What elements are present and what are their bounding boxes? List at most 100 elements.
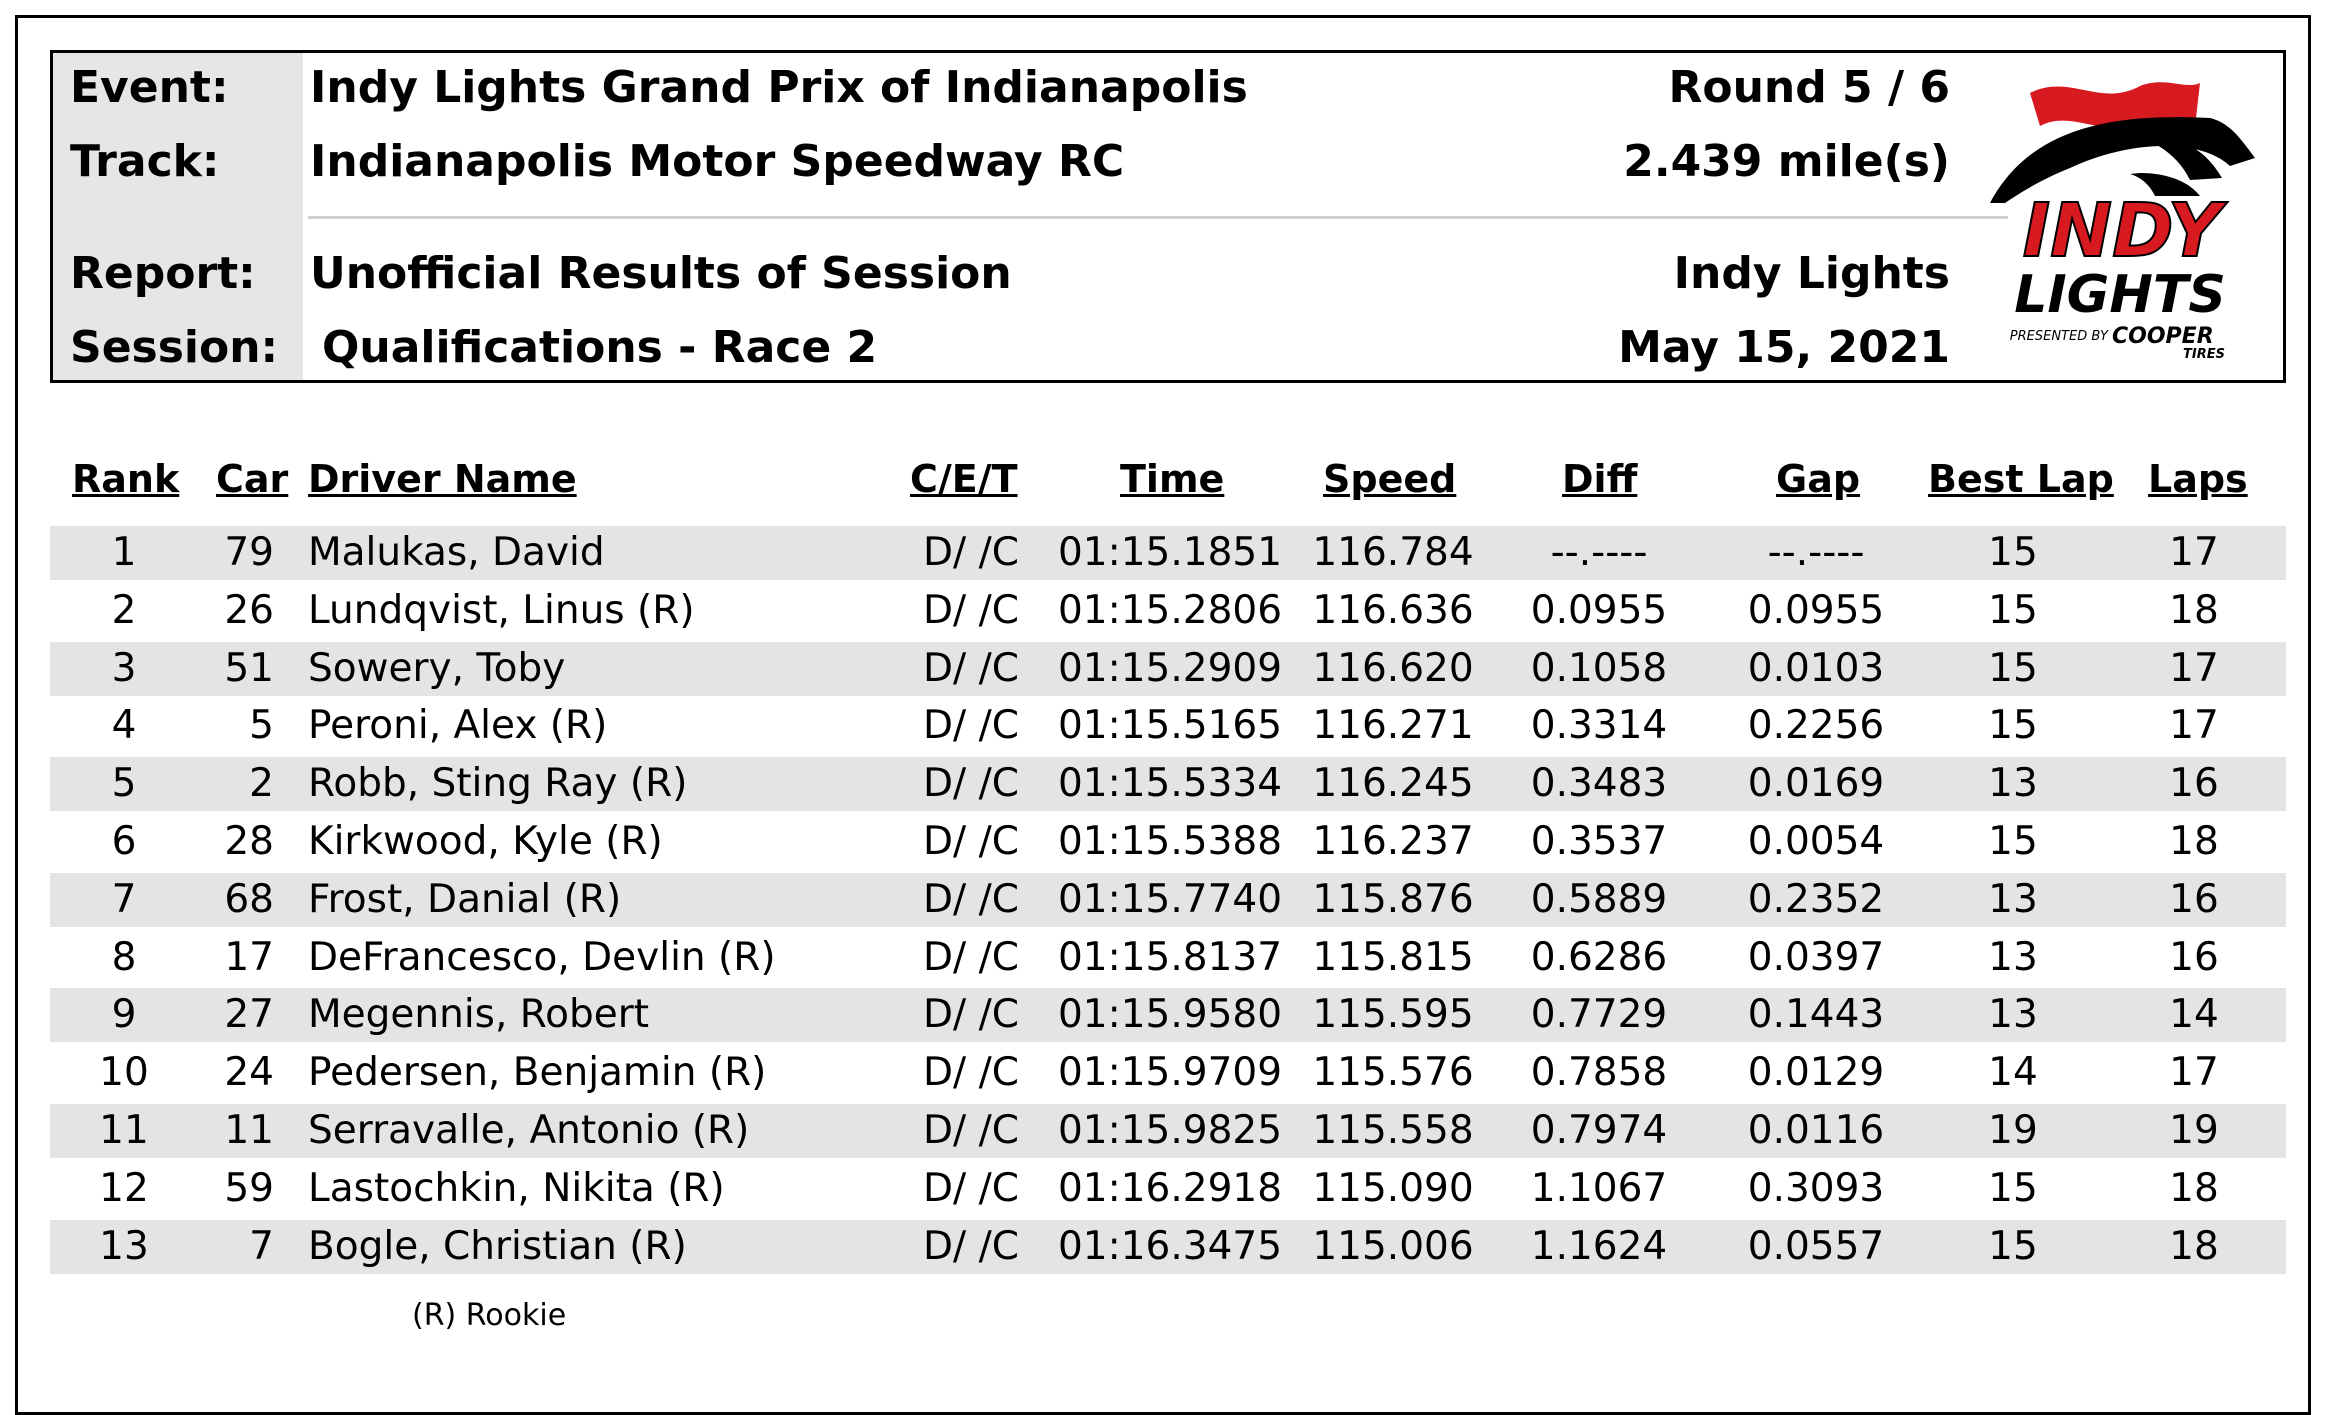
- cell-rank: 3: [111, 646, 137, 691]
- cell-speed: 116.237: [1312, 819, 1474, 864]
- cell-car: 27: [224, 992, 274, 1037]
- cell-time: 01:15.2806: [1057, 588, 1283, 633]
- cell-rank: 5: [111, 761, 137, 806]
- table-row: 3 51 Sowery, Toby D/ /C 01:15.2909 116.620 0.1…: [50, 642, 2286, 696]
- cell-car: 24: [224, 1050, 274, 1095]
- cell-rank: 10: [99, 1050, 149, 1095]
- logo-presented-text: PRESENTED BY: [2010, 329, 2109, 344]
- track-label: Track:: [70, 136, 220, 187]
- flag-icon: [1990, 82, 2255, 203]
- cell-laps: 17: [2169, 530, 2219, 575]
- cell-time: 01:15.9709: [1057, 1050, 1283, 1095]
- cell-laps: 16: [2169, 935, 2219, 980]
- cell-car: 79: [224, 530, 274, 575]
- cell-gap: 0.1443: [1747, 992, 1885, 1037]
- cell-driver: Robb, Sting Ray (R): [308, 761, 688, 806]
- rookie-footnote: (R) Rookie: [412, 1298, 567, 1333]
- cell-bestlap: 13: [1988, 992, 2038, 1037]
- cell-laps: 16: [2169, 877, 2219, 922]
- header-divider: [308, 216, 2008, 219]
- cell-rank: 1: [111, 530, 137, 575]
- cell-car: 68: [224, 877, 274, 922]
- cell-time: 01:15.9580: [1057, 992, 1283, 1037]
- header-label-column: [53, 53, 303, 380]
- cell-diff: --.----: [1550, 530, 1648, 575]
- cell-bestlap: 13: [1988, 935, 2038, 980]
- cell-diff: 0.7858: [1530, 1050, 1668, 1095]
- cell-cet: D/ /C: [923, 819, 1019, 864]
- table-row: 11 11 Serravalle, Antonio (R) D/ /C 01:15.98…: [50, 1104, 2286, 1158]
- col-speed: Speed: [1323, 457, 1457, 501]
- cell-laps: 18: [2169, 588, 2219, 633]
- cell-gap: 0.0557: [1747, 1224, 1885, 1269]
- cell-laps: 17: [2169, 646, 2219, 691]
- cell-rank: 7: [111, 877, 137, 922]
- cell-gap: 0.3093: [1747, 1166, 1885, 1211]
- date-value: May 15, 2021: [1618, 322, 1950, 373]
- cell-diff: 0.7974: [1530, 1108, 1668, 1153]
- session-label: Session:: [70, 322, 279, 373]
- header-box: [50, 50, 2286, 383]
- cell-driver: Malukas, David: [308, 530, 605, 575]
- cell-cet: D/ /C: [923, 935, 1019, 980]
- cell-car: 11: [224, 1108, 274, 1153]
- cell-laps: 16: [2169, 761, 2219, 806]
- session-value: Qualifications - Race 2: [322, 322, 878, 373]
- cell-driver: Bogle, Christian (R): [308, 1224, 687, 1269]
- cell-time: 01:15.8137: [1057, 935, 1283, 980]
- cell-speed: 115.876: [1312, 877, 1474, 922]
- cell-speed: 115.006: [1312, 1224, 1474, 1269]
- cell-rank: 13: [99, 1224, 149, 1269]
- cell-bestlap: 15: [1988, 646, 2038, 691]
- logo-sponsor-sub-text: TIRES: [2183, 347, 2225, 362]
- cell-driver: Kirkwood, Kyle (R): [308, 819, 663, 864]
- cell-driver: Pedersen, Benjamin (R): [308, 1050, 767, 1095]
- cell-time: 01:15.2909: [1057, 646, 1283, 691]
- cell-driver: Frost, Danial (R): [308, 877, 622, 922]
- cell-bestlap: 15: [1988, 819, 2038, 864]
- cell-speed: 115.090: [1312, 1166, 1474, 1211]
- cell-cet: D/ /C: [923, 992, 1019, 1037]
- col-bestlap: Best Lap: [1928, 457, 2114, 501]
- cell-gap: 0.0169: [1747, 761, 1885, 806]
- cell-bestlap: 15: [1988, 1224, 2038, 1269]
- cell-time: 01:15.9825: [1057, 1108, 1283, 1153]
- cell-cet: D/ /C: [923, 646, 1019, 691]
- cell-rank: 4: [111, 703, 137, 748]
- cell-driver: Lundqvist, Linus (R): [308, 588, 695, 633]
- cell-bestlap: 15: [1988, 703, 2038, 748]
- cell-gap: 0.0955: [1747, 588, 1885, 633]
- cell-gap: 0.0054: [1747, 819, 1885, 864]
- logo-lights-text: LIGHTS: [2014, 265, 2226, 325]
- cell-cet: D/ /C: [923, 530, 1019, 575]
- cell-gap: 0.0129: [1747, 1050, 1885, 1095]
- logo-sponsor-text: COOPER: [2112, 324, 2214, 349]
- col-cet: C/E/T: [910, 457, 1018, 501]
- cell-gap: 0.0397: [1747, 935, 1885, 980]
- cell-bestlap: 15: [1988, 530, 2038, 575]
- cell-laps: 18: [2169, 1224, 2219, 1269]
- cell-car: 51: [224, 646, 274, 691]
- cell-time: 01:15.5165: [1057, 703, 1283, 748]
- table-row: 9 27 Megennis, Robert D/ /C 01:15.9580 115.59…: [50, 988, 2286, 1042]
- cell-speed: 115.558: [1312, 1108, 1474, 1153]
- cell-cet: D/ /C: [923, 703, 1019, 748]
- cell-cet: D/ /C: [923, 1166, 1019, 1211]
- cell-diff: 0.1058: [1530, 646, 1668, 691]
- cell-rank: 12: [99, 1166, 149, 1211]
- cell-gap: 0.2256: [1747, 703, 1885, 748]
- cell-rank: 6: [111, 819, 137, 864]
- table-row: 13 7 Bogle, Christian (R) D/ /C 01:16.3475 11…: [50, 1220, 2286, 1274]
- cell-cet: D/ /C: [923, 761, 1019, 806]
- cell-driver: Sowery, Toby: [308, 646, 566, 691]
- cell-diff: 0.5889: [1530, 877, 1668, 922]
- cell-cet: D/ /C: [923, 877, 1019, 922]
- table-row: 4 5 Peroni, Alex (R) D/ /C 01:15.5165 116.271…: [50, 699, 2286, 753]
- report-label: Report:: [70, 248, 256, 299]
- col-laps: Laps: [2148, 457, 2248, 501]
- cell-diff: 0.3483: [1530, 761, 1668, 806]
- table-row: 6 28 Kirkwood, Kyle (R) D/ /C 01:15.5388 116.…: [50, 815, 2286, 869]
- col-gap: Gap: [1776, 457, 1861, 501]
- series-value: Indy Lights: [1673, 248, 1950, 299]
- cell-driver: Megennis, Robert: [308, 992, 650, 1037]
